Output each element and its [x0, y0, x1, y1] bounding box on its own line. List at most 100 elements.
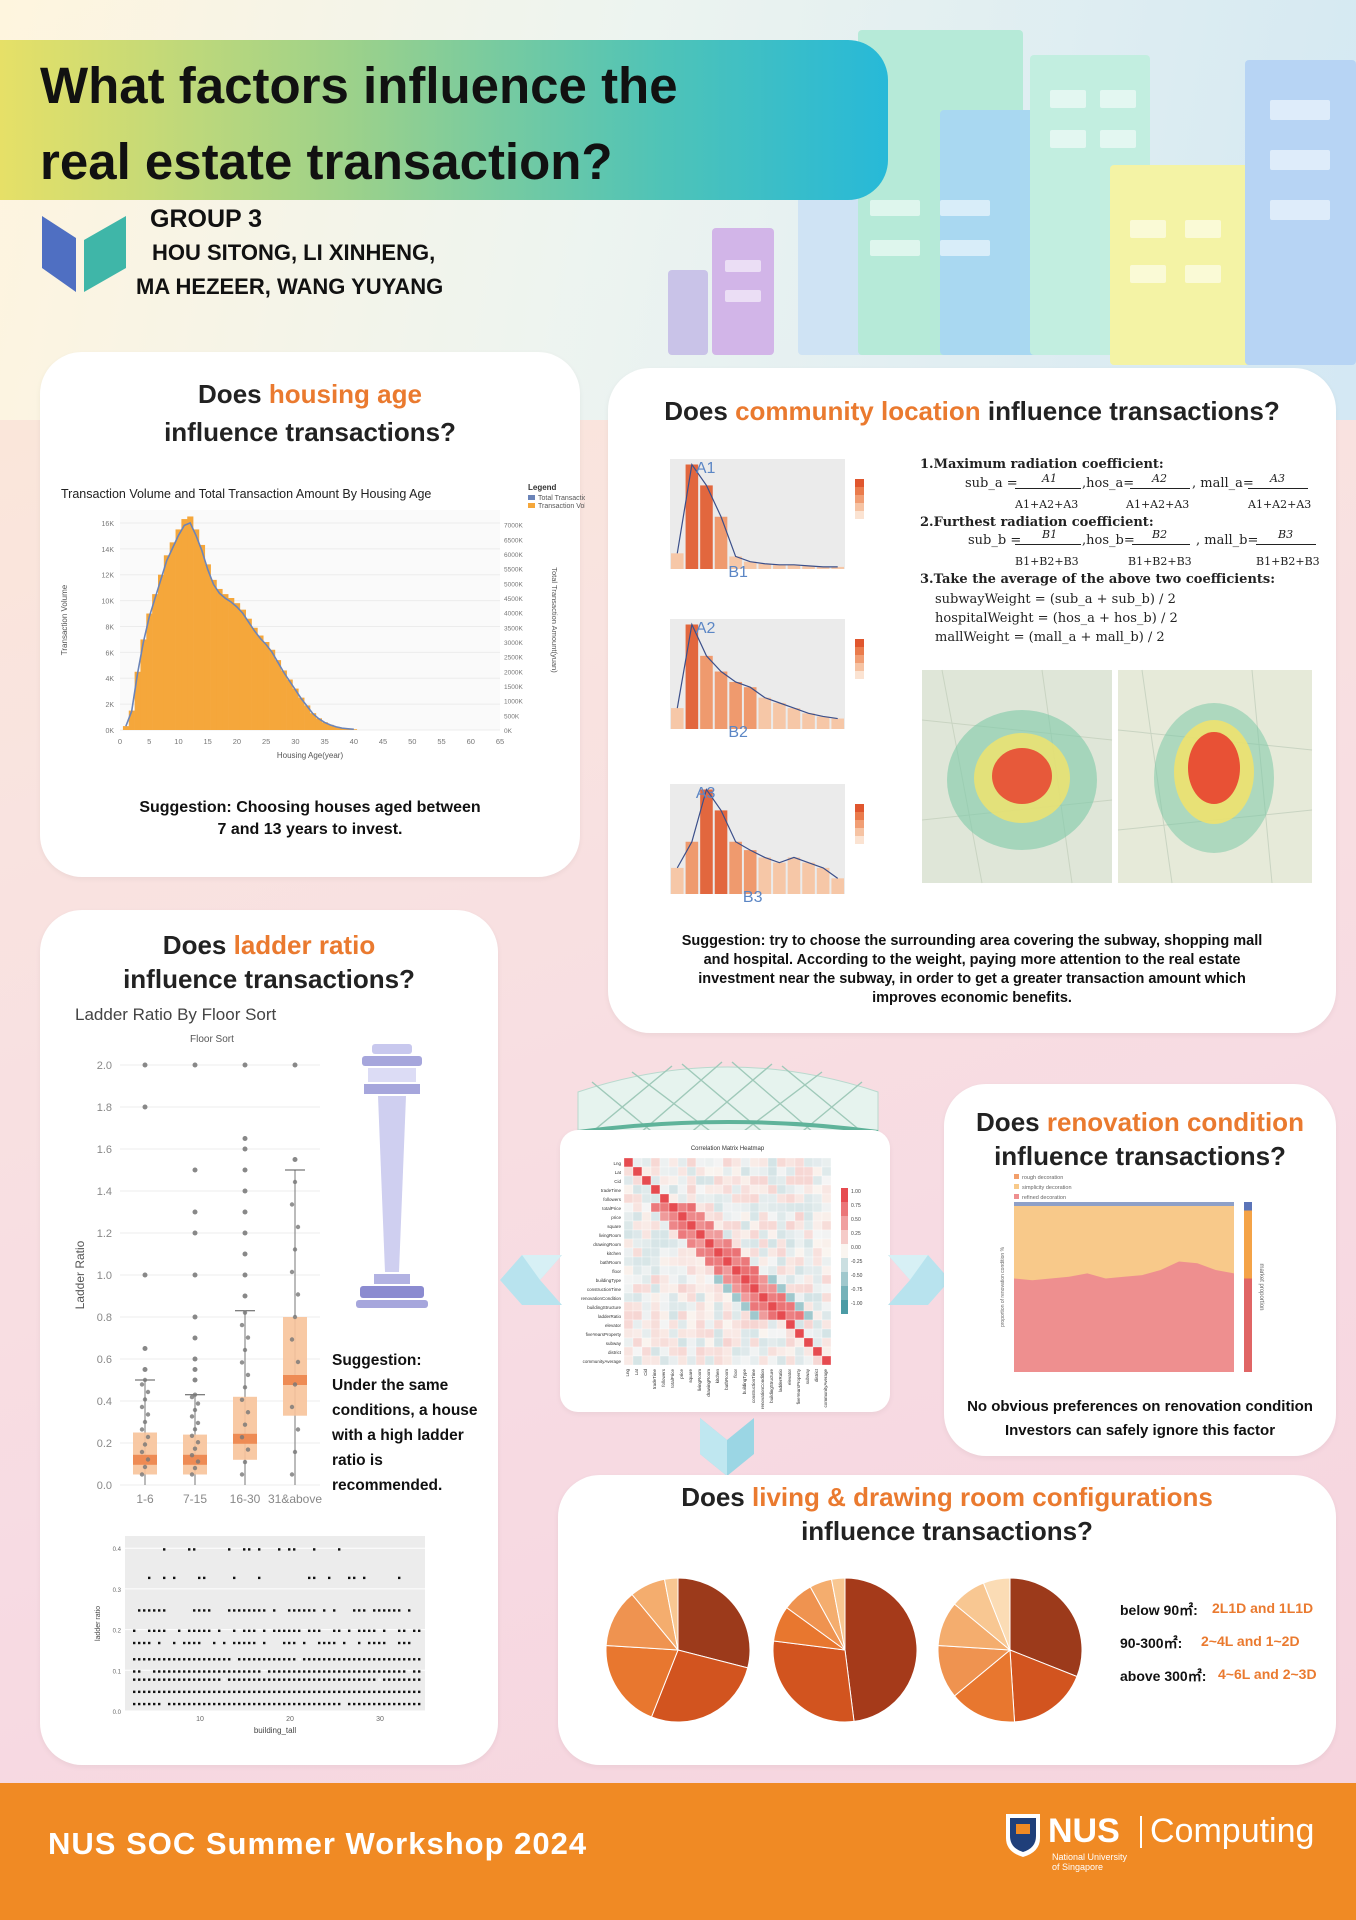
box-point — [295, 1427, 301, 1432]
heatmap-cell — [659, 1229, 670, 1240]
scatter-point — [398, 1629, 401, 1633]
heatmap-cell — [821, 1211, 832, 1222]
distance-bar — [671, 553, 684, 569]
scatter-point — [133, 1678, 136, 1681]
heatmap-cell — [695, 1337, 706, 1348]
scatter-point — [168, 1670, 171, 1673]
heatmap-cell — [812, 1247, 823, 1258]
box-point — [192, 1465, 198, 1471]
heatmap-cell — [668, 1193, 679, 1204]
scatter-point — [223, 1641, 226, 1645]
scatter-point — [363, 1629, 366, 1633]
heatmap-cell — [632, 1292, 643, 1303]
heatmap-cell — [794, 1256, 805, 1267]
scatter-point — [383, 1702, 386, 1706]
distance-bar — [802, 713, 815, 729]
heatmap-cell — [677, 1157, 688, 1168]
y-tick-label: 0.0 — [113, 1710, 122, 1716]
colorbar-step — [855, 828, 864, 836]
heatmap-cell — [803, 1283, 814, 1294]
scatter-point — [148, 1641, 151, 1645]
heatmap-cell — [641, 1265, 652, 1276]
heatmap-cell — [704, 1202, 715, 1213]
heatmap-cell — [623, 1157, 634, 1168]
scatter-point — [163, 1678, 166, 1681]
scatter-point — [293, 1609, 296, 1612]
volume-bar — [187, 516, 194, 730]
heatmap-cell — [821, 1220, 832, 1231]
distance-bar — [787, 708, 801, 729]
volume-bar — [234, 603, 241, 730]
scatter-point — [418, 1690, 421, 1694]
scatter-point — [188, 1629, 191, 1633]
scatter-point — [418, 1629, 421, 1633]
heatmap-cell — [767, 1202, 778, 1213]
heatmap-col-label: fiveYearsProperty — [796, 1368, 801, 1404]
mini-trend-line — [676, 622, 838, 720]
heatmap-cell — [632, 1157, 643, 1168]
volume-bar — [122, 726, 130, 730]
heatmap-cell — [713, 1238, 724, 1249]
heatmap-cell — [641, 1157, 652, 1168]
colorbar-label: 0.50 — [851, 1217, 861, 1223]
scatter-point — [148, 1658, 151, 1661]
colorbar-step — [841, 1188, 848, 1202]
scatter-point — [368, 1658, 371, 1661]
distance-bar — [773, 564, 786, 569]
volume-bar — [269, 649, 276, 730]
heatmap-cell — [677, 1202, 688, 1213]
scatter-point — [263, 1690, 266, 1694]
scatter-point — [278, 1678, 281, 1681]
scatter-point — [298, 1690, 301, 1694]
heatmap-cell — [785, 1346, 796, 1357]
scatter-point — [403, 1702, 406, 1706]
outlier-point — [292, 1157, 298, 1162]
heatmap-cell — [713, 1301, 724, 1312]
outlier-point — [242, 1136, 248, 1141]
heatmap-cell — [767, 1301, 778, 1312]
heatmap-cell — [812, 1256, 823, 1267]
scatter-point — [243, 1548, 246, 1551]
heatmap-cell — [767, 1319, 778, 1330]
scatter-point — [333, 1690, 336, 1694]
y2-tick-label: 6500K — [504, 537, 523, 544]
heatmap-cell — [686, 1328, 697, 1339]
scatter-point — [388, 1678, 391, 1681]
colorbar-step — [855, 647, 864, 655]
scatter-point — [223, 1702, 226, 1706]
scatter-point — [188, 1702, 191, 1706]
heatmap-cell — [668, 1319, 679, 1330]
box-point — [292, 1247, 298, 1252]
scatter-point — [198, 1658, 201, 1661]
scatter-point — [343, 1678, 346, 1681]
box-point — [189, 1414, 195, 1419]
distance-bar — [816, 566, 830, 569]
y-axis-label: proportion of renovation condition % — [1000, 1246, 1006, 1327]
scatter-point — [193, 1629, 196, 1633]
heatmap-cell — [704, 1337, 715, 1348]
heatmap-cell — [632, 1229, 643, 1240]
heatmap-cell — [641, 1283, 652, 1294]
scatter-point — [313, 1670, 316, 1673]
scatter-point — [233, 1690, 236, 1694]
scatter-point — [338, 1678, 341, 1681]
scatter-point — [383, 1629, 386, 1633]
heatmap-col-label: Cid — [643, 1369, 648, 1376]
scatter-point — [373, 1609, 376, 1612]
scatter-point — [283, 1670, 286, 1673]
heatmap-cell — [650, 1238, 661, 1249]
scatter-point — [353, 1670, 356, 1673]
heatmap-row-label: constructionTime — [587, 1287, 622, 1292]
heatmap-row-label: fiveYearsProperty — [586, 1332, 622, 1337]
box-point — [295, 1359, 301, 1365]
heatmap-cell — [785, 1157, 796, 1168]
scatter-point — [288, 1629, 291, 1633]
colorbar-step — [855, 487, 864, 495]
distance-bar — [743, 561, 757, 569]
heatmap-cell — [776, 1328, 787, 1339]
scatter-point — [198, 1702, 201, 1706]
scatter-point — [288, 1658, 291, 1661]
scatter-point — [248, 1658, 251, 1661]
heatmap-cell — [695, 1355, 706, 1366]
heatmap-cell — [812, 1328, 823, 1339]
